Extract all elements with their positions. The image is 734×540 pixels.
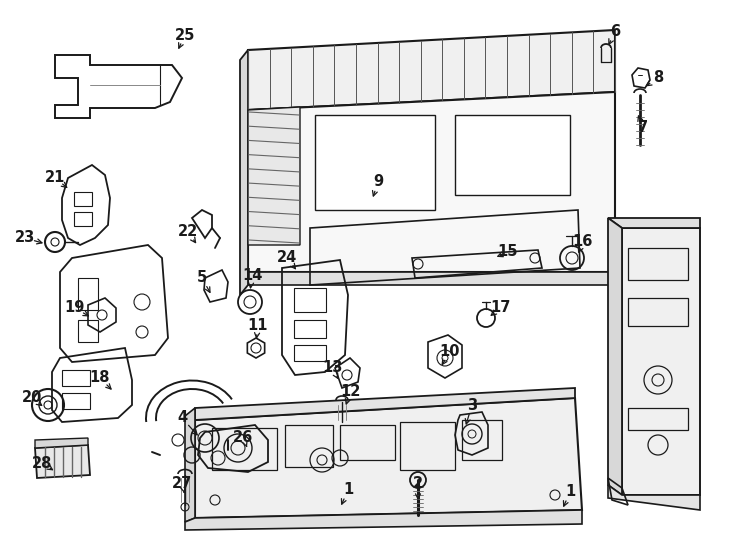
Text: 9: 9 [373, 174, 383, 190]
Text: 23: 23 [15, 231, 35, 246]
Text: 16: 16 [573, 234, 593, 249]
Bar [294, 288, 326, 312]
Bar [212, 428, 277, 470]
Polygon shape [185, 408, 195, 522]
Text: 13: 13 [321, 361, 342, 375]
Text: 21: 21 [45, 171, 65, 186]
Polygon shape [195, 398, 582, 518]
Bar [628, 298, 688, 326]
Polygon shape [185, 510, 582, 530]
Text: 7: 7 [638, 120, 648, 136]
Polygon shape [248, 30, 615, 110]
Text: 3: 3 [467, 397, 477, 413]
Polygon shape [240, 50, 248, 295]
Polygon shape [248, 272, 615, 285]
Text: 28: 28 [32, 456, 52, 470]
Polygon shape [248, 92, 615, 272]
Text: 10: 10 [440, 345, 460, 360]
Bar [628, 408, 688, 430]
Text: 14: 14 [241, 267, 262, 282]
Text: 19: 19 [65, 300, 85, 315]
Text: 6: 6 [610, 24, 620, 39]
Bar [315, 115, 435, 210]
Polygon shape [35, 445, 90, 478]
Bar [455, 115, 570, 195]
Polygon shape [622, 228, 700, 495]
Text: 1: 1 [565, 484, 575, 500]
Polygon shape [35, 438, 88, 448]
Text: 5: 5 [197, 271, 207, 286]
Polygon shape [608, 218, 700, 228]
Bar [62, 393, 90, 409]
Text: 11: 11 [248, 318, 268, 333]
Bar [628, 248, 688, 280]
Bar [294, 345, 326, 361]
Bar [78, 320, 98, 342]
Bar [78, 278, 98, 310]
Text: 18: 18 [90, 370, 110, 386]
Bar [74, 192, 92, 206]
Text: 17: 17 [490, 300, 510, 315]
Text: 22: 22 [178, 225, 198, 240]
Text: 27: 27 [172, 476, 192, 490]
Text: 25: 25 [175, 28, 195, 43]
Bar [340, 425, 395, 460]
Bar [294, 320, 326, 338]
Text: 1: 1 [343, 483, 353, 497]
Bar [400, 422, 455, 470]
Polygon shape [608, 485, 700, 510]
Bar [74, 212, 92, 226]
Bar [62, 370, 90, 386]
Text: 20: 20 [22, 390, 42, 406]
Text: 26: 26 [233, 429, 253, 444]
Text: 2: 2 [413, 476, 423, 490]
Text: 12: 12 [340, 384, 360, 400]
Text: 8: 8 [653, 71, 663, 85]
Bar [285, 425, 333, 467]
Polygon shape [608, 218, 622, 495]
Text: 15: 15 [498, 245, 518, 260]
Polygon shape [195, 388, 575, 420]
Text: 4: 4 [177, 410, 187, 426]
Text: 24: 24 [277, 251, 297, 266]
Polygon shape [248, 107, 300, 245]
Bar [462, 420, 502, 460]
